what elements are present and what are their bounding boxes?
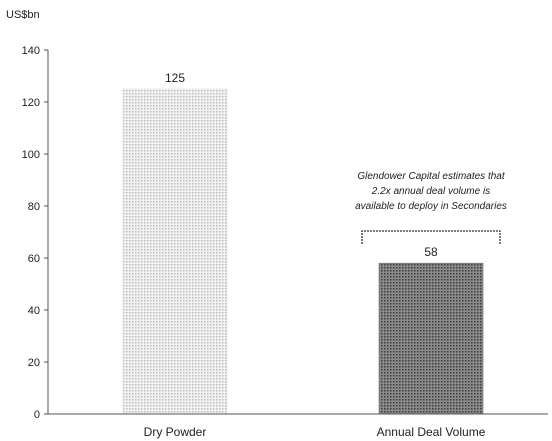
bar-annual-deal-volume [378, 262, 484, 415]
y-axis-ticks: 0 20 40 60 80 100 120 140 [22, 45, 48, 421]
x-category-label: Annual Deal Volume [377, 425, 486, 439]
bars-group [122, 88, 484, 415]
bar-dry-powder [122, 88, 228, 415]
y-tick-label: 80 [28, 201, 40, 213]
annotation-bracket [361, 230, 501, 244]
annotation: Glendower Capital estimates that 2.2x an… [355, 171, 507, 244]
y-axis-label: US$bn [6, 9, 40, 21]
y-tick-label: 20 [28, 357, 40, 369]
y-tick-label: 60 [28, 253, 40, 265]
data-label: 125 [165, 71, 185, 85]
category-labels-group: Dry Powder Annual Deal Volume [144, 425, 486, 439]
y-tick-label: 0 [34, 409, 40, 421]
data-labels-group: 125 58 [165, 71, 438, 259]
annotation-line-2: 2.2x annual deal volume is [371, 186, 490, 197]
annotation-line-1: Glendower Capital estimates that [357, 171, 506, 182]
data-label: 58 [424, 245, 438, 259]
y-tick-label: 140 [22, 45, 40, 57]
y-tick-label: 120 [22, 97, 40, 109]
y-tick-label: 40 [28, 305, 40, 317]
y-tick-label: 100 [22, 149, 40, 161]
x-category-label: Dry Powder [144, 425, 207, 439]
annotation-line-3: available to deploy in Secondaries [355, 201, 507, 212]
